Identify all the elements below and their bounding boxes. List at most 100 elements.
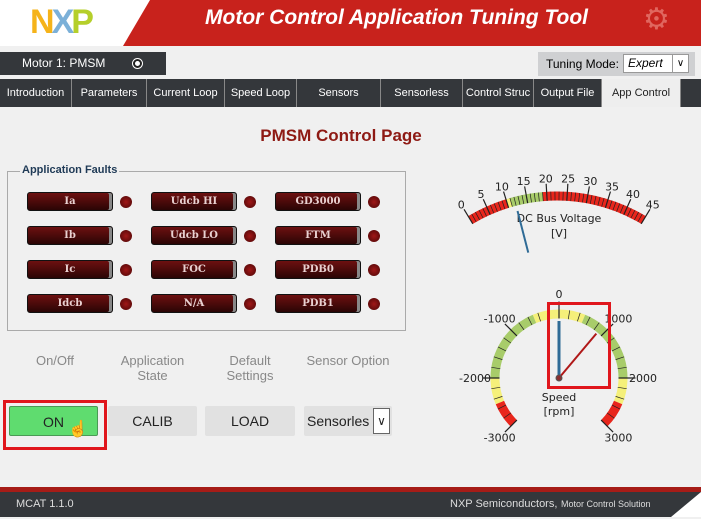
faults-legend: Application Faults (20, 164, 120, 176)
voltage-tick (542, 192, 544, 202)
voltage-tick (513, 196, 517, 206)
tab-output-file[interactable]: Output File (534, 79, 602, 107)
speed-tick (493, 396, 503, 400)
voltage-tick (521, 195, 525, 204)
voltage-tick (608, 200, 613, 210)
footer-corner (671, 492, 701, 517)
voltage-tick (482, 208, 487, 217)
fault-button[interactable]: Ic (27, 260, 113, 279)
tab-sensors[interactable]: Sensors (297, 79, 381, 107)
sensor-option-select[interactable]: Sensorles ∨ (304, 406, 392, 436)
voltage-tick (616, 203, 621, 212)
load-button[interactable]: LOAD (205, 406, 295, 436)
footer: MCAT 1.1.0 NXP Semiconductors, Motor Con… (0, 492, 701, 517)
motor-radio-icon[interactable] (133, 59, 143, 68)
logo-area (0, 0, 150, 46)
fault-button[interactable]: Udcb HI (151, 192, 237, 211)
app-title: Motor Control Application Tuning Tool (205, 6, 588, 29)
fault-button[interactable]: Ib (27, 226, 113, 245)
speed-zone (495, 400, 518, 427)
fault-led-indicator (244, 264, 256, 276)
tab-bar: Introduction Parameters Current Loop Speed … (0, 79, 701, 107)
tab-app-control[interactable]: App Control (602, 79, 681, 107)
voltage-tick (538, 192, 540, 202)
voltage-tick (612, 201, 617, 211)
fault-button[interactable]: Ia (27, 192, 113, 211)
fault-led-indicator (368, 298, 380, 310)
tuning-mode-select[interactable]: Expert ∨ (623, 54, 689, 73)
fault-button[interactable]: PDB0 (275, 260, 361, 279)
default-settings-label: Default Settings (226, 353, 274, 383)
sensor-option-value: Sensorles (307, 413, 370, 429)
voltage-tick (634, 211, 639, 221)
fault-led-indicator (244, 298, 256, 310)
speed-tick (527, 316, 533, 326)
application-state-label: Application State (120, 353, 185, 383)
voltage-tick-label: 5 (478, 188, 485, 201)
voltage-tick (524, 186, 529, 204)
fault-led-indicator (244, 196, 256, 208)
speed-gauge-label: Speed (542, 391, 576, 404)
fault-led-indicator (368, 230, 380, 242)
voltage-tick (517, 195, 521, 205)
voltage-gauge-unit: [V] (551, 227, 567, 240)
speed-tick (585, 316, 591, 326)
tab-parameters[interactable]: Parameters (72, 79, 147, 107)
fault-button[interactable]: FTM (275, 226, 361, 245)
speed-tick (577, 312, 581, 322)
speed-tick-label: 2000 (629, 372, 657, 385)
voltage-tick (529, 193, 532, 203)
speed-tick (491, 366, 501, 370)
voltage-tick (640, 208, 651, 225)
fault-led-indicator (368, 196, 380, 208)
on-button[interactable]: ON ☝ (9, 406, 98, 438)
required-speed-needle (558, 332, 598, 379)
tab-control-struc[interactable]: Control Struc (463, 79, 534, 107)
fault-button[interactable]: N/A (151, 294, 237, 313)
voltage-tick (501, 200, 506, 210)
speed-tick-label: 0 (556, 288, 563, 301)
voltage-tick (475, 211, 480, 221)
tab-sensorless[interactable]: Sensorless (381, 79, 463, 107)
fault-button[interactable]: Udcb LO (151, 226, 237, 245)
fault-button[interactable]: FOC (151, 260, 237, 279)
voltage-tick (637, 213, 643, 223)
voltage-tick (478, 209, 484, 219)
speed-zone (600, 400, 623, 427)
voltage-tick (471, 213, 477, 223)
fault-button[interactable]: Idcb (27, 294, 113, 313)
page-title: PMSM Control Page (260, 126, 422, 145)
voltage-tick (589, 195, 593, 204)
fault-led-indicator (120, 230, 132, 242)
gear-icon: ⚙ (643, 3, 670, 36)
voltage-tick-label: 30 (583, 175, 597, 188)
voltage-tick (627, 208, 632, 217)
speed-tick (497, 404, 507, 410)
speed-tick-label: -1000 (484, 313, 516, 326)
speed-tick (503, 337, 512, 344)
voltage-tick (490, 204, 495, 214)
fault-button[interactable]: PDB1 (275, 294, 361, 313)
speed-tick (491, 386, 501, 390)
voltage-tick (574, 192, 576, 202)
motor-selector[interactable]: Motor 1: PMSM (0, 52, 166, 75)
tab-current-loop[interactable]: Current Loop (147, 79, 225, 107)
voltage-tick-label: 0 (458, 199, 465, 212)
tab-introduction[interactable]: Introduction (0, 79, 72, 107)
speed-tick (567, 310, 571, 320)
fault-button[interactable]: GD3000 (275, 192, 361, 211)
calib-button[interactable]: CALIB (108, 406, 197, 436)
nxp-logo: NXP (30, 3, 94, 41)
speed-tick (504, 419, 518, 433)
speed-tick (493, 356, 503, 360)
fault-led-indicator (244, 230, 256, 242)
voltage-tick (502, 191, 510, 209)
chevron-down-icon[interactable]: ∨ (672, 55, 688, 72)
chevron-down-icon[interactable]: ∨ (373, 408, 390, 434)
tab-speed-loop[interactable]: Speed Loop (225, 79, 297, 107)
speed-zone (490, 314, 537, 379)
speed-tick (600, 419, 614, 433)
speed-tick-label: 3000 (604, 431, 632, 444)
speed-tick (537, 312, 541, 322)
